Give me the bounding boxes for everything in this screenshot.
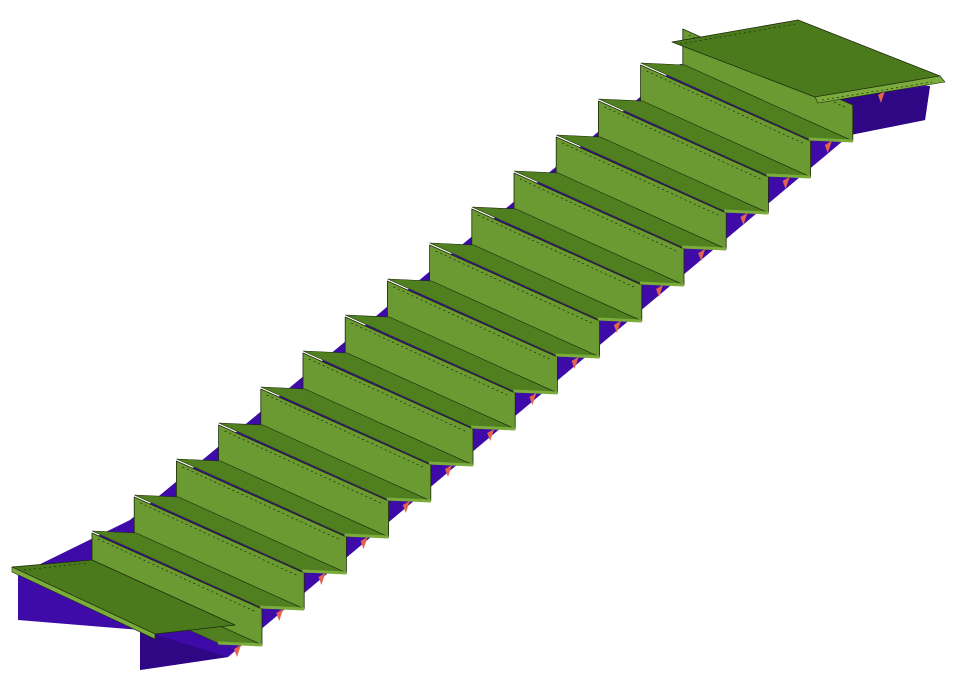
step-bracket <box>782 177 790 189</box>
step-tread-shadow <box>345 315 528 397</box>
step <box>260 352 474 469</box>
step-tread-shadow <box>472 207 654 289</box>
step-bracket <box>656 285 663 297</box>
step-dashed-edge <box>266 394 423 468</box>
step-nosing <box>302 569 347 575</box>
step-bracket <box>276 609 284 621</box>
step-dashed-edge <box>393 286 550 360</box>
step-bracket <box>402 501 410 513</box>
step-tread-shadow <box>556 135 739 217</box>
step <box>176 424 390 541</box>
step <box>302 316 516 433</box>
step <box>598 64 811 181</box>
top-landing-edge <box>814 75 946 104</box>
bottom-landing-edge <box>11 566 156 640</box>
step-tread-shadow <box>303 351 486 433</box>
step-dashed-edge <box>97 538 255 612</box>
step-bracket <box>824 141 832 153</box>
step-tread-shadow <box>261 387 443 469</box>
step-dashed-edge <box>351 322 508 396</box>
step <box>387 244 600 361</box>
step-tread-shadow <box>429 243 612 325</box>
step-nosing <box>428 461 474 467</box>
step-tread-shadow <box>92 531 275 613</box>
step-bracket <box>318 573 326 585</box>
step-nosing <box>260 605 305 611</box>
top-landing-bracket <box>878 91 885 103</box>
step-nosing <box>386 497 431 503</box>
landing-group <box>11 19 946 640</box>
step-dashed-edge <box>140 502 297 576</box>
step-nosing <box>513 389 558 395</box>
step-dashed-edge <box>519 178 677 252</box>
step-tread-shadow <box>598 99 781 181</box>
step <box>134 460 347 577</box>
step-nosing <box>639 281 685 287</box>
step-tread-shadow <box>134 495 317 577</box>
step-nosing <box>766 173 811 179</box>
step-bracket <box>613 321 621 333</box>
step-bracket <box>571 357 579 369</box>
step-dashed-edge <box>182 466 339 540</box>
step <box>556 100 769 217</box>
step-dashed-edge <box>435 250 592 324</box>
step-nosing <box>217 641 263 647</box>
step-dashed-edge <box>604 106 761 180</box>
step <box>471 172 685 289</box>
step-bracket <box>740 213 748 225</box>
step <box>345 280 558 397</box>
step-tread-shadow <box>387 279 570 361</box>
step <box>91 496 305 613</box>
stringer-foot <box>140 630 228 670</box>
step-dashed-edge <box>477 214 634 288</box>
step-dashed-edge <box>308 358 466 432</box>
step-bracket <box>529 393 537 405</box>
step-bracket <box>698 249 706 261</box>
step-tread-shadow <box>514 171 697 253</box>
step-nosing <box>344 533 389 539</box>
step-tread-shadow <box>640 63 823 145</box>
bottom-landing-dashed-edge <box>23 562 89 571</box>
step-nosing <box>597 317 642 323</box>
step-nosing <box>471 425 516 431</box>
step-nosing <box>724 209 769 215</box>
step-bracket <box>360 537 368 549</box>
step-bracket <box>234 645 241 657</box>
step-dashed-edge <box>224 430 381 504</box>
step-nosing <box>555 353 600 359</box>
step-tread-shadow <box>176 459 359 541</box>
step-bracket <box>445 465 452 477</box>
step-bracket <box>487 429 495 441</box>
step-nosing <box>682 245 727 251</box>
step <box>429 208 643 325</box>
step-dashed-edge <box>562 142 719 216</box>
step <box>513 136 727 253</box>
top-landing-front-dashed-edge <box>821 81 933 101</box>
step-dashed-edge <box>646 70 803 144</box>
step-tread-shadow <box>218 423 401 505</box>
step <box>218 388 432 505</box>
step-nosing <box>808 137 853 143</box>
